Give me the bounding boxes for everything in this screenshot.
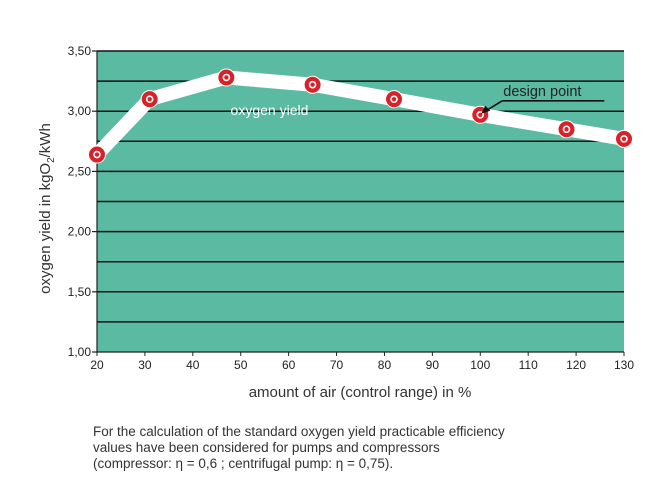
grid-lines [97,50,624,323]
data-point-center [145,95,154,103]
x-tick-label: 110 [519,358,538,372]
y-tick-label: 3,50 [68,44,92,58]
x-tick-label: 90 [426,358,440,372]
data-point-center [93,150,101,159]
y-axis-title-main: oxygen yield in kgO [37,163,54,294]
y-tick-label: 3,00 [68,104,92,118]
data-point [217,68,236,87]
x-tick-label: 30 [138,358,152,372]
data-point [385,90,404,109]
data-point [303,75,322,94]
data-point [557,120,576,139]
data-point [88,145,106,164]
design-point-label: design point [503,84,581,100]
x-tick-label: 130 [614,358,634,372]
y-axis-ticks: 1,00 1,50 2,00 2,50 3,00 3,50 [68,44,97,359]
footnote-line-3: (compressor: η = 0,6 ; centrifugal pump:… [93,456,394,471]
data-point-center [308,80,317,89]
x-tick-label: 50 [234,358,248,372]
x-tick-label: 20 [90,358,104,372]
x-tick-label: 70 [330,358,344,372]
data-point [140,90,159,109]
footnote: For the calculation of the standard oxyg… [93,424,613,472]
y-axis-title-subscript: 2 [46,157,57,163]
footnote-line-1: For the calculation of the standard oxyg… [93,424,505,439]
x-axis-ticks: 20 30 40 50 60 70 80 90 100 110 120 130 [90,352,634,372]
y-axis-title-tail: /kWh [37,123,54,157]
series-oxygen-yield: oxygen yield [88,68,633,164]
x-tick-label: 60 [282,358,296,372]
x-axis-title: amount of air (control range) in % [249,384,472,401]
y-tick-label: 1,00 [68,345,92,359]
footnote-line-2: values have been considered for pumps an… [93,440,440,455]
design-point-arrowhead [481,105,491,114]
data-point-center [562,125,571,134]
data-point-center [476,111,485,119]
data-point-center [222,73,231,82]
x-tick-label: 40 [186,358,200,372]
x-tick-label: 100 [470,358,490,372]
data-point-center [620,135,628,143]
y-tick-label: 2,00 [68,225,92,239]
data-point-center [390,95,398,103]
annotations: design point [481,84,605,114]
x-tick-label: 80 [378,358,392,372]
series-label: oxygen yield [231,102,309,118]
y-tick-label: 1,50 [68,285,92,299]
x-tick-label: 120 [566,358,586,372]
oxygen-yield-chart: 20 30 40 50 60 70 80 90 100 110 120 130 1,00 1,50 2,0… [37,44,634,401]
y-tick-label: 2,50 [68,164,92,178]
series-line [90,70,631,162]
data-point [615,129,633,148]
y-axis-title: oxygen yield in kgO2/kWh [37,123,57,294]
axes [96,51,624,353]
